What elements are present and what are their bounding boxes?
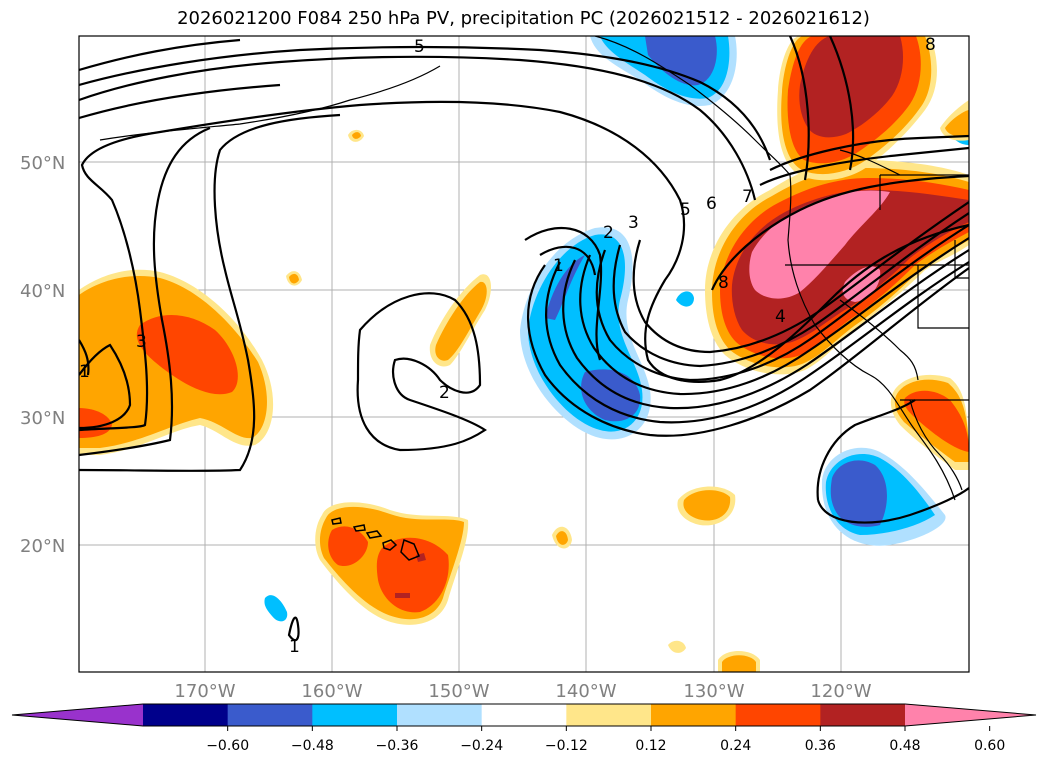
coastlines xyxy=(99,36,969,501)
map-title: 2026021200 F084 250 hPa PV, precipitatio… xyxy=(177,8,870,29)
lon-tick-label: 140°W xyxy=(555,681,616,702)
colorbar-segment xyxy=(312,704,398,726)
colorbar-label: 0.24 xyxy=(720,738,751,754)
colorbar-segment xyxy=(905,704,1036,726)
lon-tick-label: 130°W xyxy=(683,681,744,702)
contour-label: 5 xyxy=(680,200,691,220)
hawaiian-islands xyxy=(331,517,420,561)
lat-tick-label: 30°N xyxy=(20,408,65,429)
contour-label: 1 xyxy=(553,256,564,276)
contour-label: 5 xyxy=(414,37,425,57)
negative-precip-areas xyxy=(264,36,969,622)
lon-tick-label: 160°W xyxy=(301,681,362,702)
colorbar-segment xyxy=(397,704,483,726)
lat-tick-label: 20°N xyxy=(20,536,65,557)
colorbar-segment xyxy=(481,704,567,726)
colorbar-label: −0.36 xyxy=(376,738,419,754)
lon-tick-label: 150°W xyxy=(428,681,489,702)
lon-tick-labels: 170°W 160°W 150°W 140°W 130°W 120°W xyxy=(174,681,871,702)
lat-tick-label: 50°N xyxy=(20,153,65,174)
contour-labels: 1 2 3 5 6 7 8 4 3 2 1 1 5 8 xyxy=(79,35,936,657)
colorbar-segment xyxy=(651,704,737,726)
contour-label: 3 xyxy=(628,213,639,233)
contour-label: 2 xyxy=(603,223,614,243)
colorbar-label: −0.24 xyxy=(460,738,503,754)
colorbar-segment xyxy=(735,704,821,726)
positive-precip-areas xyxy=(79,36,969,672)
contour-label: 2 xyxy=(439,383,450,403)
contour-label: 7 xyxy=(742,187,753,207)
contour-label: 8 xyxy=(718,273,729,293)
colorbar: −0.60 −0.48 −0.36 −0.24 −0.12 0.12 0.24 0.36 0.4… xyxy=(11,703,1037,754)
pos-area-pink xyxy=(749,190,890,299)
contour-label: 1 xyxy=(289,637,300,657)
map-frame xyxy=(78,35,970,673)
colorbar-segment xyxy=(12,704,143,726)
colorbar-label: 0.12 xyxy=(635,738,666,754)
colorbar-outline xyxy=(11,703,1037,727)
pv-contours xyxy=(79,36,969,642)
lat-tick-label: 40°N xyxy=(20,281,65,302)
lat-tick-labels: 50°N 40°N 30°N 20°N xyxy=(20,153,65,557)
colorbar-label: −0.48 xyxy=(291,738,334,754)
colorbar-label: 0.48 xyxy=(889,738,920,754)
contour-label: 8 xyxy=(925,35,936,55)
colorbar-segment xyxy=(820,704,906,726)
colorbar-label: −0.12 xyxy=(545,738,588,754)
map-area: 1 2 3 5 6 7 8 4 3 2 1 1 5 8 xyxy=(79,35,969,672)
colorbar-label: −0.60 xyxy=(206,738,249,754)
lon-tick-label: 170°W xyxy=(174,681,235,702)
contour-label: 6 xyxy=(706,194,717,214)
contour-label: 4 xyxy=(775,307,786,327)
colorbar-segment xyxy=(227,704,313,726)
lon-tick-label: 120°W xyxy=(810,681,871,702)
colorbar-segment xyxy=(143,704,229,726)
contour-label: 1 xyxy=(79,362,90,382)
contour-label: 3 xyxy=(136,332,147,352)
colorbar-label: 0.60 xyxy=(974,738,1005,754)
colorbar-segment xyxy=(566,704,652,726)
colorbar-label: 0.36 xyxy=(805,738,836,754)
